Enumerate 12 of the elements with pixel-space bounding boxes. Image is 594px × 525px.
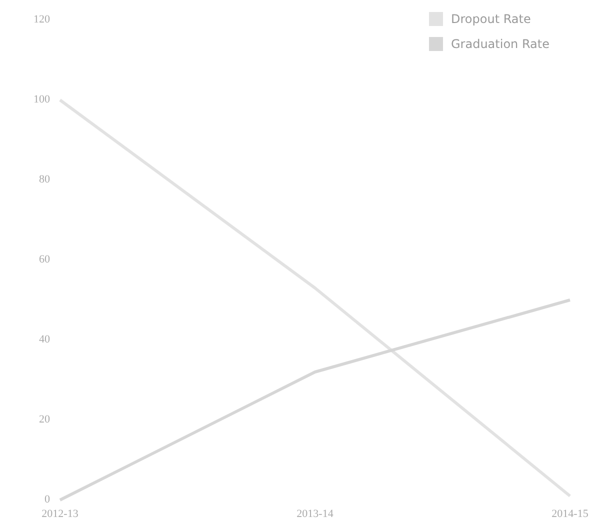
x-tick-label: 2014-15 — [552, 508, 589, 520]
x-tick-label: 2012-13 — [42, 508, 79, 520]
x-tick-label: 2013-14 — [296, 508, 334, 520]
y-tick-label: 80 — [39, 174, 50, 186]
y-tick-label: 60 — [39, 254, 50, 266]
y-tick-label: 120 — [34, 14, 50, 26]
legend-label: Dropout Rate — [451, 12, 531, 26]
y-tick-label: 0 — [44, 494, 50, 506]
legend-label: Graduation Rate — [451, 37, 550, 51]
y-tick-label: 40 — [39, 334, 50, 346]
y-tick-label: 20 — [39, 414, 50, 426]
y-tick-label: 100 — [34, 94, 50, 106]
